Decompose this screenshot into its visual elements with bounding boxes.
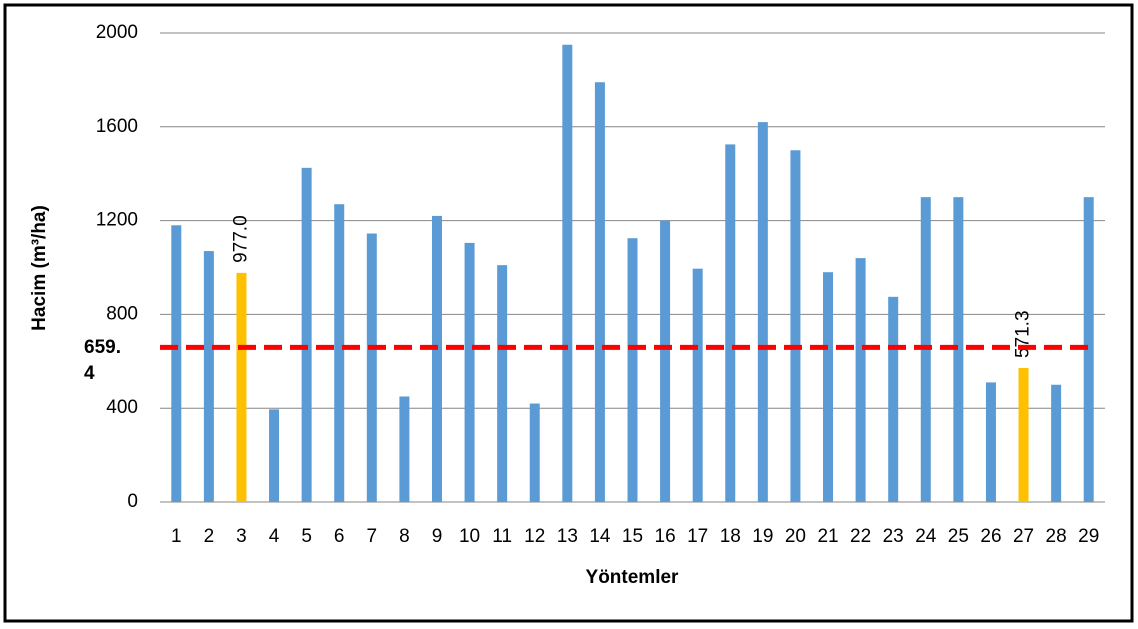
- bar: [1051, 384, 1062, 502]
- x-tick-label: 4: [269, 526, 280, 547]
- reference-line-label: 659.4: [84, 337, 121, 385]
- x-tick-label: 19: [752, 526, 773, 547]
- bar: [464, 242, 475, 502]
- x-tick-label: 3: [236, 526, 247, 547]
- bar: [823, 272, 834, 502]
- x-tick-label: 10: [459, 526, 480, 547]
- x-tick-label: 7: [367, 526, 378, 547]
- x-tick-label: 9: [432, 526, 443, 547]
- bar: [269, 409, 280, 502]
- y-tick-label: 800: [106, 303, 138, 324]
- x-tick-label: 16: [655, 526, 676, 547]
- x-tick-label: 18: [720, 526, 741, 547]
- x-tick-label: 21: [817, 526, 838, 547]
- bar: [497, 265, 508, 502]
- bar: [1083, 197, 1094, 502]
- bar: [627, 238, 638, 502]
- x-tick-label: 26: [980, 526, 1001, 547]
- bar: [334, 204, 345, 502]
- bar: [790, 150, 801, 502]
- value-label: 571.3: [1013, 310, 1034, 358]
- bar: [855, 258, 866, 502]
- x-tick-label: 1: [171, 526, 182, 547]
- x-tick-label: 14: [589, 526, 611, 547]
- bar: [203, 251, 214, 502]
- bar: [399, 396, 410, 502]
- bar: [725, 144, 736, 502]
- x-tick-label: 22: [850, 526, 871, 547]
- x-tick-label: 29: [1078, 526, 1099, 547]
- bar: [236, 272, 247, 502]
- y-tick-label: 2000: [96, 22, 138, 43]
- y-tick-label: 0: [127, 491, 138, 512]
- bar: [985, 382, 996, 502]
- y-tick-label: 1200: [96, 210, 138, 231]
- bar: [171, 225, 182, 503]
- bar: [692, 268, 703, 502]
- bar: [660, 220, 671, 502]
- x-tick-label: 24: [915, 526, 937, 547]
- x-tick-label: 2: [204, 526, 215, 547]
- bar: [562, 44, 573, 502]
- bar: [594, 82, 605, 503]
- x-tick-label: 23: [883, 526, 904, 547]
- y-tick-label: 400: [106, 397, 138, 418]
- x-tick-label: 12: [524, 526, 545, 547]
- bar: [888, 296, 899, 502]
- x-tick-label: 28: [1046, 526, 1067, 547]
- bar: [757, 122, 768, 503]
- x-tick-label: 17: [687, 526, 708, 547]
- y-tick-label: 1600: [96, 116, 138, 137]
- x-axis-title: Yöntemler: [586, 567, 680, 588]
- x-tick-label: 5: [301, 526, 312, 547]
- x-tick-label: 8: [399, 526, 410, 547]
- value-label: 977.0: [230, 215, 251, 263]
- x-tick-label: 20: [785, 526, 806, 547]
- x-tick-label: 15: [622, 526, 643, 547]
- bar: [366, 233, 377, 502]
- x-tick-label: 6: [334, 526, 345, 547]
- x-tick-label: 25: [948, 526, 969, 547]
- bar: [953, 197, 964, 502]
- x-tick-label: 27: [1013, 526, 1034, 547]
- y-axis-title: Hacim (m³/ha): [29, 205, 50, 331]
- bar: [431, 215, 442, 502]
- x-tick-label: 13: [557, 526, 578, 547]
- frame: [3, 3, 1134, 623]
- bar: [1018, 368, 1029, 502]
- bar: [301, 167, 312, 502]
- bar: [529, 403, 540, 502]
- x-tick-label: 11: [492, 526, 512, 547]
